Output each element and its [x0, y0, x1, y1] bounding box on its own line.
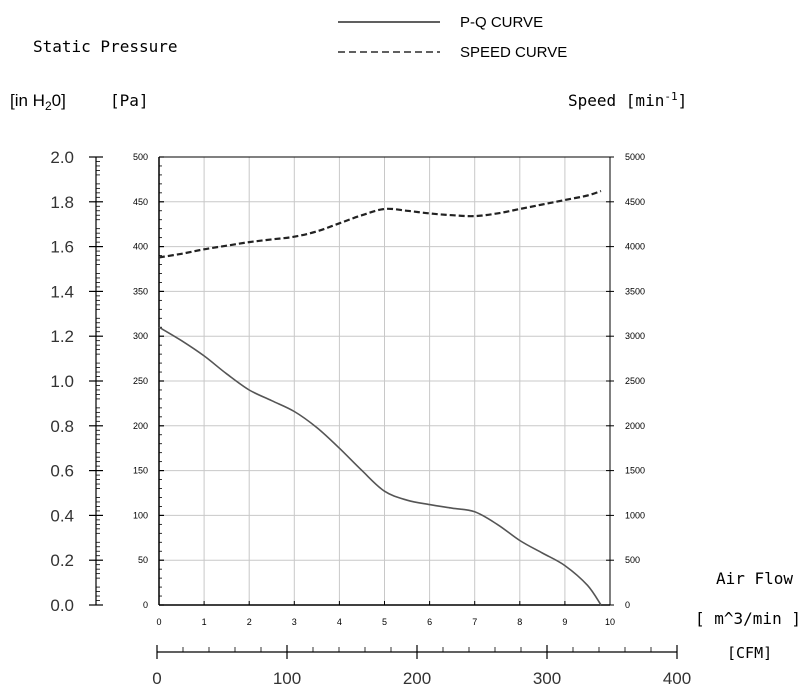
in-h2o-tick-label: 1.0: [50, 372, 74, 391]
x-tick-label: 3: [292, 617, 297, 627]
cfm-tick-label: 100: [273, 669, 301, 688]
in-h2o-tick-label: 1.6: [50, 238, 74, 257]
speed-tick-label: 5000: [625, 152, 645, 162]
pa-tick-label: 50: [138, 555, 148, 565]
m3min-unit-label: [ m^3/min ]: [695, 609, 801, 628]
pq-curve: [158, 326, 602, 606]
pa-unit-label: [Pa]: [110, 91, 149, 110]
in-h2o-tick-label: 0.2: [50, 551, 74, 570]
speed-tick-label: 2000: [625, 421, 645, 431]
cfm-tick-label: 300: [533, 669, 561, 688]
in-h2o-tick-label: 0.6: [50, 462, 74, 481]
speed-tick-label: 0: [625, 600, 630, 610]
x-tick-label: 9: [562, 617, 567, 627]
cfm-tick-label: 200: [403, 669, 431, 688]
speed-curve: [158, 189, 602, 259]
in-h2o-tick-label: 1.4: [50, 282, 74, 301]
speed-tick-label: 3000: [625, 331, 645, 341]
pa-tick-label: 450: [133, 197, 148, 207]
in-h2o-tick-label: 2.0: [50, 148, 74, 167]
cfm-unit-label: [CFM]: [727, 644, 772, 662]
speed-tick-label: 500: [625, 555, 640, 565]
x-tick-label: 7: [472, 617, 477, 627]
x-tick-label: 10: [605, 617, 615, 627]
pa-tick-label: 150: [133, 466, 148, 476]
speed-unit-label: Speed [min-1]: [568, 90, 687, 110]
speed-tick-label: 3500: [625, 286, 645, 296]
pa-tick-label: 0: [143, 600, 148, 610]
speed-tick-label: 4000: [625, 242, 645, 252]
speed-tick-label: 1000: [625, 510, 645, 520]
x-tick-label: 6: [427, 617, 432, 627]
legend-pq-label: P-Q CURVE: [460, 14, 543, 31]
x-tick-label: 2: [247, 617, 252, 627]
pa-tick-label: 400: [133, 242, 148, 252]
static-pressure-label: Static Pressure: [33, 37, 178, 56]
speed-tick-label: 1500: [625, 466, 645, 476]
pa-tick-label: 350: [133, 286, 148, 296]
cfm-tick-label: 0: [152, 669, 161, 688]
pa-tick-label: 300: [133, 331, 148, 341]
in-h2o-unit-label: [in H20]: [10, 91, 66, 113]
speed-tick-label: 2500: [625, 376, 645, 386]
legend-speed-label: SPEED CURVE: [460, 44, 567, 61]
in-h2o-tick-label: 0.4: [50, 506, 74, 525]
x-tick-label: 8: [517, 617, 522, 627]
x-tick-label: 0: [156, 617, 161, 627]
axes: 0501001502002503003504004505000500100015…: [50, 148, 691, 688]
in-h2o-tick-label: 1.8: [50, 193, 74, 212]
pa-tick-label: 250: [133, 376, 148, 386]
pa-tick-label: 100: [133, 510, 148, 520]
in-h2o-tick-label: 0.8: [50, 417, 74, 436]
air-flow-label: Air Flow: [716, 569, 793, 588]
x-tick-label: 1: [202, 617, 207, 627]
pa-tick-label: 200: [133, 421, 148, 431]
in-h2o-tick-label: 0.0: [50, 596, 74, 615]
legend: P-Q CURVE SPEED CURVE: [338, 14, 567, 61]
in-h2o-tick-label: 1.2: [50, 327, 74, 346]
x-tick-label: 5: [382, 617, 387, 627]
x-tick-label: 4: [337, 617, 342, 627]
speed-tick-label: 4500: [625, 197, 645, 207]
grid: [158, 156, 611, 606]
cfm-tick-label: 400: [663, 669, 691, 688]
pa-tick-label: 500: [133, 152, 148, 162]
series: [158, 189, 602, 606]
